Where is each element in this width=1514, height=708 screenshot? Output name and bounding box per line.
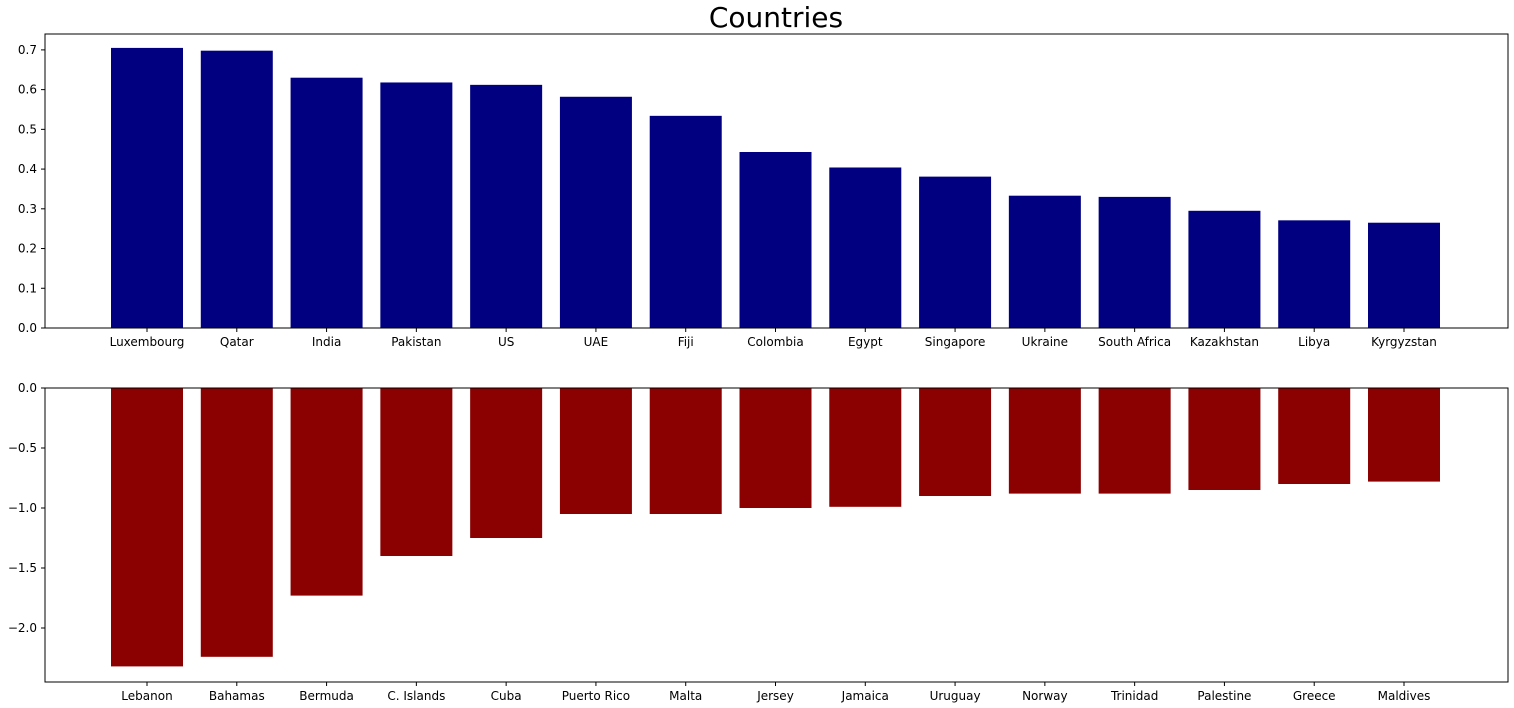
axes-frame <box>44 387 1509 683</box>
bar-lebanon <box>111 388 183 667</box>
y-tick-label: −0.5 <box>8 441 37 455</box>
y-tick-label: −1.5 <box>8 561 37 575</box>
x-tick-label: Uruguay <box>930 689 981 703</box>
top-subplot: Luxembourg Qatar India Pakistan US UAE Fiji Col… <box>18 33 1509 349</box>
y-tick-label: 0.4 <box>18 162 37 176</box>
bar-greece <box>1278 388 1351 484</box>
bar-colombia <box>739 151 812 328</box>
bar-egypt <box>829 167 902 328</box>
y-tick-label: 0.5 <box>18 122 37 136</box>
bar-malta <box>649 388 722 514</box>
y-tick-label: 0.6 <box>18 83 37 97</box>
x-tick-label: Lebanon <box>121 689 172 703</box>
y-tick-label: 0.0 <box>18 381 37 395</box>
x-tick-label: Bermuda <box>299 689 354 703</box>
x-tick-label: Libya <box>1298 335 1330 349</box>
x-tick-label: Kyrgyzstan <box>1371 335 1437 349</box>
bar-trinidad <box>1098 388 1171 494</box>
x-tick-label: Qatar <box>220 335 254 349</box>
y-tick-label: 0.3 <box>18 202 37 216</box>
x-tick-label: UAE <box>584 335 609 349</box>
x-tick-label: Puerto Rico <box>562 689 630 703</box>
bar-kazakhstan <box>1188 210 1261 328</box>
bar-singapore <box>919 176 992 328</box>
x-tick-label: Palestine <box>1197 689 1251 703</box>
bar-jersey <box>739 388 812 508</box>
bar-ukraine <box>1008 195 1081 328</box>
bar-norway <box>1008 388 1081 494</box>
bar-south-africa <box>1098 196 1171 328</box>
bar-kyrgyzstan <box>1368 222 1440 328</box>
bar-maldives <box>1368 388 1440 482</box>
y-tick-label: 0.7 <box>18 43 37 57</box>
bar-puerto-rico <box>559 388 632 514</box>
bar-libya <box>1278 220 1351 328</box>
bar-fiji <box>649 115 722 328</box>
x-tick-label: Colombia <box>747 335 803 349</box>
y-tick-label: 0.0 <box>18 321 37 335</box>
x-tick-label: South Africa <box>1098 335 1171 349</box>
bar-palestine <box>1188 388 1261 490</box>
bottom-subplot: Lebanon Bahamas Bermuda C. Islands Cuba Puert… <box>8 381 1509 703</box>
x-tick-label: Luxembourg <box>110 335 185 349</box>
x-tick-label: Cuba <box>491 689 522 703</box>
x-tick-label: Trinidad <box>1110 689 1158 703</box>
bar-luxembourg <box>111 47 183 329</box>
y-tick-label: −2.0 <box>8 621 37 635</box>
bar-bermuda <box>290 388 363 596</box>
y-tick-label: −1.0 <box>8 501 37 515</box>
bar-uae <box>559 96 632 328</box>
x-tick-label: Pakistan <box>391 335 441 349</box>
bar-uruguay <box>919 388 992 496</box>
bar-cuba <box>470 388 543 538</box>
bar-india <box>290 77 363 329</box>
y-tick-label: 0.1 <box>18 281 37 295</box>
x-tick-label: Jersey <box>756 689 794 703</box>
x-tick-label: India <box>312 335 341 349</box>
y-tick-label: 0.2 <box>18 242 37 256</box>
x-tick-label: Jamaica <box>841 689 889 703</box>
axes-frame <box>44 33 1509 329</box>
bar-pakistan <box>380 82 453 328</box>
bar-jamaica <box>829 388 902 507</box>
bar-bahamas <box>200 388 273 657</box>
x-tick-label: Fiji <box>678 335 694 349</box>
x-tick-label: Bahamas <box>209 689 265 703</box>
bar-us <box>470 84 543 328</box>
x-tick-label: Kazakhstan <box>1190 335 1259 349</box>
x-tick-label: Malta <box>669 689 702 703</box>
x-tick-label: Norway <box>1022 689 1068 703</box>
x-tick-label: Ukraine <box>1022 335 1068 349</box>
x-tick-label: C. Islands <box>387 689 445 703</box>
bar-qatar <box>200 50 273 328</box>
x-tick-label: Maldives <box>1378 689 1431 703</box>
x-tick-label: Greece <box>1293 689 1336 703</box>
x-tick-label: Egypt <box>848 335 883 349</box>
x-tick-label: Singapore <box>925 335 986 349</box>
chart-title: Countries <box>709 1 843 34</box>
x-tick-label: US <box>498 335 514 349</box>
bar-c-islands <box>380 388 453 556</box>
